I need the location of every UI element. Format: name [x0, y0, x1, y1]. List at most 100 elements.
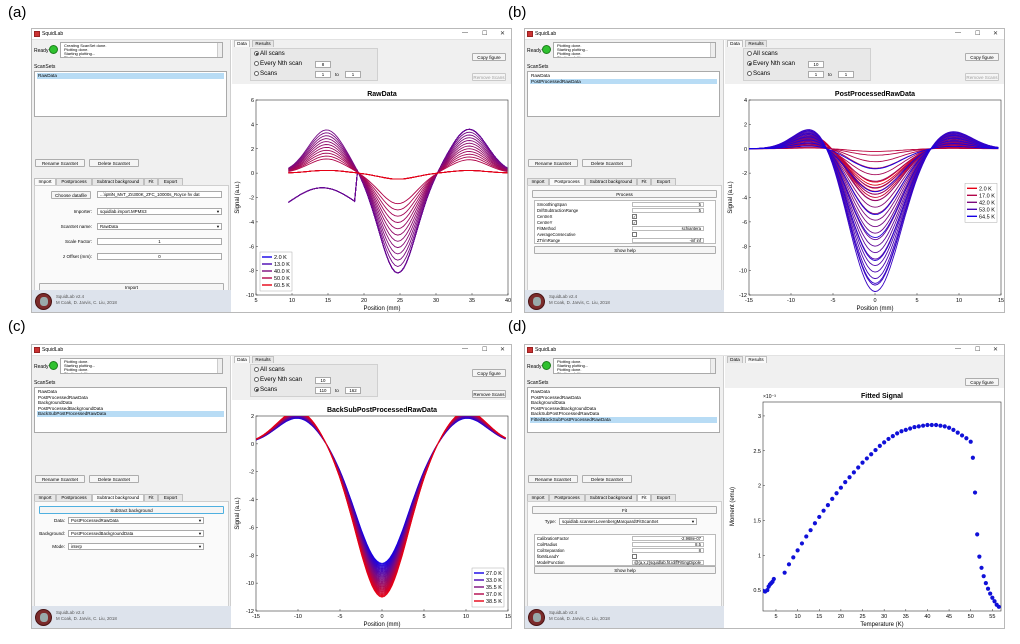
- to-spinner[interactable]: 1: [838, 71, 854, 78]
- scanset-item[interactable]: RawData: [531, 389, 550, 394]
- fit-type-dropdown[interactable]: squidlab.scanset.LevenbergMarquardtFitSc…: [559, 518, 697, 525]
- close-button[interactable]: ✕: [993, 31, 999, 37]
- tab-subtract-background[interactable]: Subtract background: [92, 494, 144, 501]
- scanset-item[interactable]: BackgroundData: [531, 400, 566, 406]
- maximize-button[interactable]: ☐: [975, 347, 981, 353]
- nth-spinner[interactable]: 10: [808, 61, 824, 68]
- show-help-button[interactable]: Show help: [534, 566, 716, 574]
- property-value[interactable]: 8: [632, 548, 704, 553]
- scanset-list[interactable]: RawData PostProcessedRawData BackgroundDat…: [527, 387, 720, 433]
- tab-import[interactable]: Import: [527, 494, 549, 501]
- property-checkbox[interactable]: [632, 554, 637, 559]
- scale-factor-field[interactable]: 1: [97, 238, 222, 245]
- scanset-item[interactable]: PostProcessedBackgroundData: [38, 405, 104, 411]
- tab-export[interactable]: Export: [158, 178, 183, 185]
- remove-scans-button[interactable]: Remove Scans: [472, 73, 506, 81]
- copy-figure-button[interactable]: Copy figure: [472, 369, 506, 377]
- all-scans-radio[interactable]: All scans: [254, 50, 285, 57]
- z-offset-field[interactable]: 0: [97, 253, 222, 260]
- nth-spinner[interactable]: 8: [315, 61, 331, 68]
- remove-scans-button[interactable]: Remove Scans: [472, 390, 506, 398]
- tab-export[interactable]: Export: [158, 494, 183, 501]
- property-checkbox[interactable]: ✓: [632, 214, 637, 219]
- delete-scanset-button[interactable]: Delete ScanSet: [582, 475, 632, 483]
- tab-results[interactable]: Results: [252, 356, 274, 363]
- tab-subtract-background[interactable]: Subtract background: [585, 178, 637, 185]
- choose-datafile-button[interactable]: Choose datafile: [51, 191, 91, 199]
- property-checkbox[interactable]: [632, 232, 637, 237]
- tab-import[interactable]: Import: [527, 178, 549, 185]
- maximize-button[interactable]: ☐: [975, 31, 981, 37]
- scans-radio[interactable]: Scans: [747, 70, 770, 77]
- close-button[interactable]: ✕: [500, 347, 506, 353]
- scanset-list[interactable]: RawData PostProcessedRawData: [527, 71, 720, 117]
- data-dropdown[interactable]: PostProcessedRawData ▼: [68, 517, 204, 524]
- scanset-item[interactable]: RawData: [38, 389, 57, 394]
- scanset-list[interactable]: RawData PostProcessedRawData BackgroundDat…: [34, 387, 227, 433]
- property-checkbox[interactable]: ✓: [632, 220, 637, 225]
- all-scans-radio[interactable]: All scans: [254, 366, 285, 373]
- tab-fit[interactable]: Fit: [637, 178, 651, 185]
- tab-import[interactable]: Import: [34, 178, 56, 185]
- rename-scanset-button[interactable]: Rename ScanSet: [528, 159, 578, 167]
- delete-scanset-button[interactable]: Delete ScanSet: [89, 159, 139, 167]
- process-button[interactable]: Process: [532, 190, 717, 198]
- copy-figure-button[interactable]: Copy figure: [472, 53, 506, 61]
- rename-scanset-button[interactable]: Rename ScanSet: [528, 475, 578, 483]
- tab-data[interactable]: Data: [234, 40, 250, 47]
- tab-subtract-background[interactable]: Subtract background: [92, 178, 144, 185]
- importer-dropdown[interactable]: squidlab.import.MPMS3 ▼: [97, 208, 222, 215]
- every-nth-radio[interactable]: Every Nth scan: [254, 376, 302, 383]
- background-dropdown[interactable]: PostProcessedBackgroundData ▼: [68, 530, 204, 537]
- nth-spinner[interactable]: 10: [315, 377, 331, 384]
- scanset-item[interactable]: RawData: [37, 73, 224, 79]
- property-value[interactable]: -inf inf: [632, 238, 704, 243]
- rename-scanset-button[interactable]: Rename ScanSet: [35, 475, 85, 483]
- tab-data[interactable]: Data: [727, 40, 743, 47]
- tab-data[interactable]: Data: [234, 356, 250, 363]
- scanset-list[interactable]: RawData: [34, 71, 227, 117]
- tab-fit[interactable]: Fit: [144, 494, 158, 501]
- scanset-item[interactable]: BackSubPostProcessedRawData: [531, 411, 600, 417]
- subtract-background-button[interactable]: Subtract background: [39, 506, 224, 514]
- to-spinner[interactable]: 1: [345, 71, 361, 78]
- minimize-button[interactable]: —: [462, 346, 468, 352]
- tab-postprocess[interactable]: Postprocess: [549, 178, 585, 185]
- close-button[interactable]: ✕: [993, 347, 999, 353]
- tab-export[interactable]: Export: [651, 178, 676, 185]
- scanset-item[interactable]: BackgroundData: [38, 400, 73, 406]
- from-spinner[interactable]: 110: [315, 387, 331, 394]
- all-scans-radio[interactable]: All scans: [747, 50, 778, 57]
- tab-fit[interactable]: Fit: [637, 494, 651, 501]
- scanset-item[interactable]: PostProcessedRawData: [531, 394, 581, 400]
- maximize-button[interactable]: ☐: [482, 31, 488, 37]
- remove-scans-button[interactable]: Remove Scans: [965, 73, 999, 81]
- show-help-button[interactable]: Show help: [534, 246, 716, 254]
- tab-subtract-background[interactable]: Subtract background: [585, 494, 637, 501]
- from-spinner[interactable]: 1: [808, 71, 824, 78]
- fit-button[interactable]: Fit: [532, 506, 717, 514]
- scanset-item[interactable]: RawData: [531, 73, 550, 78]
- property-value[interactable]: 5: [632, 202, 704, 207]
- delete-scanset-button[interactable]: Delete ScanSet: [582, 159, 632, 167]
- property-value[interactable]: @(a,x,z)squidlab.fit.idiffFittingDipole: [632, 560, 704, 565]
- every-nth-radio[interactable]: Every Nth scan: [747, 60, 795, 67]
- maximize-button[interactable]: ☐: [482, 347, 488, 353]
- tab-export[interactable]: Export: [651, 494, 676, 501]
- scanset-item[interactable]: PostProcessedRawData: [38, 394, 88, 400]
- from-spinner[interactable]: 1: [315, 71, 331, 78]
- datafile-path-field[interactable]: ...\ip8iN_MvT_Zn300K_ZFC_10000s_Royce hv…: [97, 191, 222, 198]
- minimize-button[interactable]: —: [462, 30, 468, 36]
- property-value[interactable]: schiantera: [632, 226, 704, 231]
- property-value[interactable]: 8.5: [632, 542, 704, 547]
- property-value[interactable]: -2.968e-07: [632, 536, 704, 541]
- scans-radio[interactable]: Scans: [254, 70, 277, 77]
- property-value[interactable]: 5: [632, 208, 704, 213]
- log-scrollbar[interactable]: [217, 359, 222, 373]
- rename-scanset-button[interactable]: Rename ScanSet: [35, 159, 85, 167]
- scanset-name-dropdown[interactable]: RawData ▼: [97, 223, 222, 230]
- delete-scanset-button[interactable]: Delete ScanSet: [89, 475, 139, 483]
- tab-results[interactable]: Results: [745, 356, 767, 363]
- scanset-item[interactable]: PostProcessedRawData: [530, 78, 717, 85]
- scanset-item[interactable]: PostProcessedBackgroundData: [531, 405, 597, 411]
